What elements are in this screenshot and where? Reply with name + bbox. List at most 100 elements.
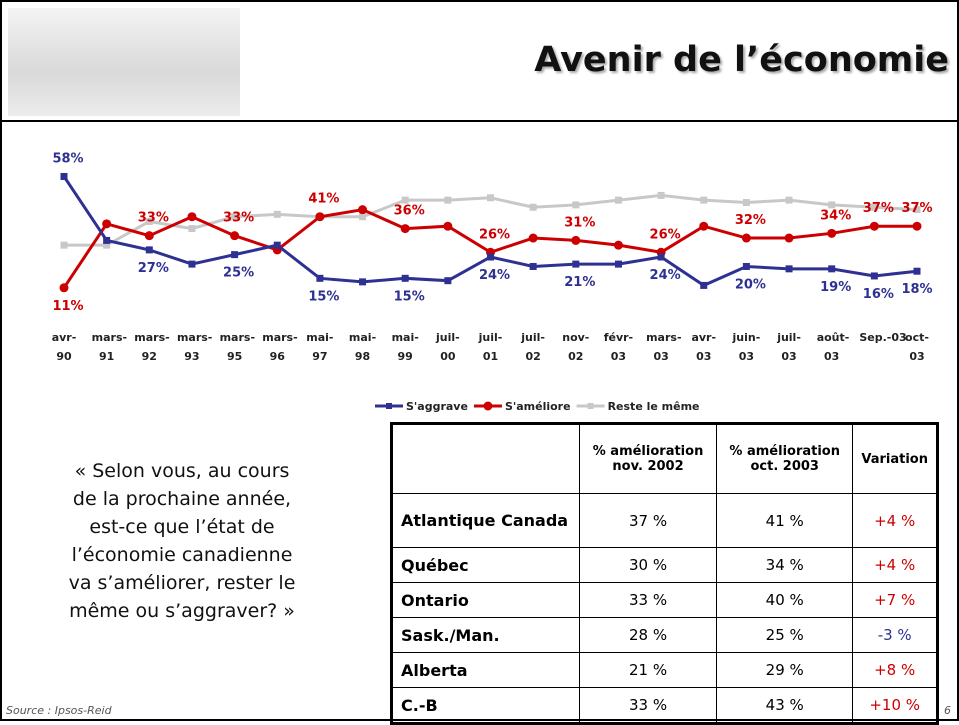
point: [530, 263, 537, 270]
legend-marker: [588, 403, 594, 409]
data-label: 24%: [650, 268, 681, 283]
point: [743, 263, 750, 270]
point: [828, 265, 835, 272]
variation-cell: -3 %: [853, 618, 938, 653]
point: [786, 265, 793, 272]
data-label: 16%: [863, 287, 894, 302]
point: [786, 197, 793, 204]
x-tick-label: juil-02: [518, 328, 548, 366]
table-row: Ontario33 %40 %+7 %: [392, 583, 938, 618]
data-label: 11%: [52, 299, 83, 314]
data-label: 32%: [735, 213, 766, 228]
x-tick-label: juin-03: [731, 328, 761, 366]
data-label: 18%: [901, 282, 932, 297]
slide: Avenir de l’économie 58%27%25%15%15%24%2…: [0, 0, 959, 721]
value-cell: 29 %: [717, 653, 853, 688]
x-tick-label: mai-97: [305, 328, 335, 366]
data-label: 15%: [308, 289, 339, 304]
x-tick-label: avr-03: [689, 328, 719, 366]
data-label: 34%: [820, 208, 851, 223]
table: % amélioration nov. 2002% amélioration o…: [390, 422, 939, 725]
point: [443, 222, 452, 231]
data-label: 19%: [820, 280, 851, 295]
data-label: 58%: [52, 151, 83, 166]
column-header: % amélioration oct. 2003: [717, 424, 853, 494]
data-label: 31%: [564, 215, 595, 230]
variation-cell: +4 %: [853, 548, 938, 583]
region-cell: Sask./Man.: [392, 618, 580, 653]
legend-marker: [483, 402, 492, 411]
column-header: Variation: [853, 424, 938, 494]
variation-cell: +7 %: [853, 583, 938, 618]
x-tick-label: mai-98: [348, 328, 378, 366]
x-tick-label: avr-90: [49, 328, 79, 366]
point: [359, 278, 366, 285]
question: « Selon vous, au cours de la prochaine a…: [62, 457, 302, 625]
x-tick-label: mars-96: [262, 328, 292, 366]
point: [146, 246, 153, 253]
legend-item: S'améliore: [474, 400, 571, 413]
point: [530, 204, 537, 211]
x-tick-label: juil-03: [774, 328, 804, 366]
point: [60, 283, 69, 292]
variation-cell: +4 %: [853, 494, 938, 548]
legend-label: Reste le même: [608, 400, 700, 413]
data-label: 20%: [735, 277, 766, 292]
value-cell: 30 %: [580, 548, 717, 583]
point: [615, 261, 622, 268]
legend-item: Reste le même: [577, 400, 700, 413]
data-label: 37%: [901, 201, 932, 216]
point: [914, 268, 921, 275]
data-label: 33%: [138, 211, 169, 226]
point: [231, 251, 238, 258]
x-tick-label: Sep.-03: [859, 328, 889, 347]
point: [315, 212, 324, 221]
point: [913, 222, 922, 231]
point: [571, 236, 580, 245]
point: [487, 254, 494, 261]
value-cell: 43 %: [717, 688, 853, 724]
data-label: 36%: [394, 204, 425, 219]
point: [145, 231, 154, 240]
region-cell: Atlantique Canada: [392, 494, 580, 548]
point: [700, 197, 707, 204]
point: [572, 201, 579, 208]
point: [742, 234, 751, 243]
data-label: 37%: [863, 201, 894, 216]
point: [102, 219, 111, 228]
point: [188, 261, 195, 268]
legend-label: S'aggrave: [406, 400, 468, 413]
region-cell: C.-B: [392, 688, 580, 724]
value-cell: 37 %: [580, 494, 717, 548]
variation-cell: +10 %: [853, 688, 938, 724]
x-tick-label: mars-03: [646, 328, 676, 366]
point: [61, 173, 68, 180]
point: [870, 222, 879, 231]
value-cell: 34 %: [717, 548, 853, 583]
data-label: 21%: [564, 275, 595, 290]
x-tick-label: oct-03: [902, 328, 932, 366]
point: [658, 192, 665, 199]
point: [444, 197, 451, 204]
legend-marker: [386, 403, 392, 409]
x-tick-label: mars-93: [177, 328, 207, 366]
point: [274, 211, 281, 218]
point: [615, 197, 622, 204]
value-cell: 33 %: [580, 583, 717, 618]
value-cell: 25 %: [717, 618, 853, 653]
column-header: % amélioration nov. 2002: [580, 424, 717, 494]
point: [785, 234, 794, 243]
legend-item: S'aggrave: [375, 400, 468, 413]
x-tick-label: juil-01: [476, 328, 506, 366]
variation-cell: +8 %: [853, 653, 938, 688]
x-tick-label: mars-92: [134, 328, 164, 366]
source: Source : Ipsos-Reid: [6, 704, 112, 717]
point: [444, 277, 451, 284]
data-label: 27%: [138, 261, 169, 276]
x-tick-label: mars-95: [220, 328, 250, 366]
x-tick-label: nov-02: [561, 328, 591, 366]
data-label: 15%: [394, 289, 425, 304]
data-label: 26%: [479, 227, 510, 242]
value-cell: 41 %: [717, 494, 853, 548]
